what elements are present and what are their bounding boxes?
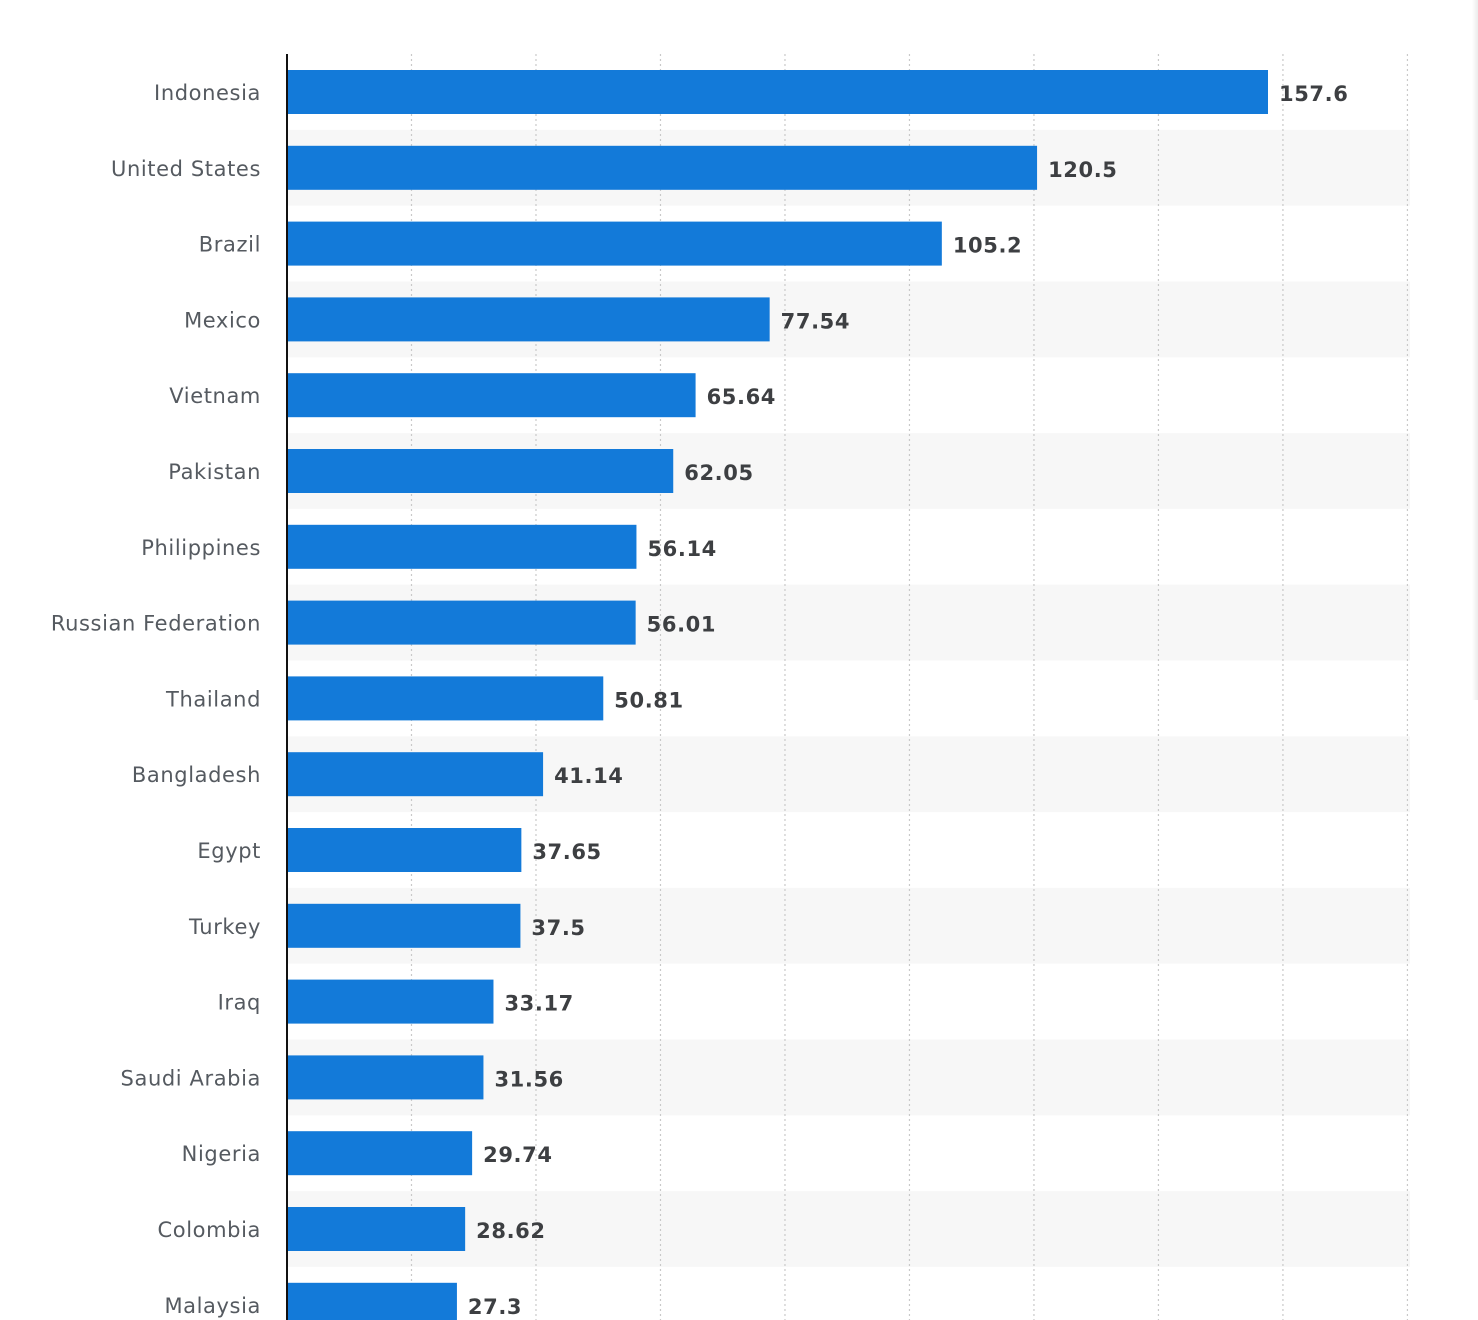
right-edge-shadow <box>1472 0 1478 700</box>
category-label: United States <box>111 157 261 181</box>
category-label: Colombia <box>158 1218 261 1242</box>
category-label: Saudi Arabia <box>121 1066 261 1090</box>
value-label: 56.01 <box>647 613 716 637</box>
value-label: 37.65 <box>532 840 601 864</box>
bar <box>287 676 604 721</box>
row-band <box>287 1191 1410 1267</box>
bar <box>287 145 1038 190</box>
bar <box>287 1207 466 1251</box>
bar <box>287 524 637 569</box>
bar <box>287 1282 457 1320</box>
category-label: Russian Federation <box>51 612 261 636</box>
category-label: Iraq <box>218 991 261 1015</box>
bar <box>287 1131 473 1176</box>
bar <box>287 297 770 342</box>
bar <box>287 600 636 645</box>
bar <box>287 752 544 797</box>
value-label: 31.56 <box>494 1067 563 1091</box>
category-label: Thailand <box>165 687 261 711</box>
category-label: Vietnam <box>169 384 261 408</box>
value-label: 157.6 <box>1279 82 1348 106</box>
category-label: Indonesia <box>154 81 261 105</box>
bar <box>287 828 522 872</box>
value-label: 28.62 <box>476 1219 545 1243</box>
bar <box>287 903 521 948</box>
bar <box>287 221 942 266</box>
category-label: Philippines <box>141 536 261 560</box>
bar <box>287 373 696 418</box>
value-label: 41.14 <box>554 764 623 788</box>
value-label: 105.2 <box>953 234 1022 258</box>
value-label: 50.81 <box>614 688 683 712</box>
category-label: Malaysia <box>164 1294 261 1318</box>
category-label: Bangladesh <box>132 763 261 787</box>
bar <box>287 1055 484 1100</box>
category-label: Pakistan <box>168 460 261 484</box>
value-label: 33.17 <box>504 992 573 1016</box>
category-label: Brazil <box>199 233 261 257</box>
value-label: 29.74 <box>483 1143 552 1167</box>
value-label: 37.5 <box>531 916 585 940</box>
value-label: 120.5 <box>1048 158 1117 182</box>
category-label: Nigeria <box>182 1142 261 1166</box>
value-label: 27.3 <box>468 1295 522 1319</box>
bar <box>287 979 494 1024</box>
bar <box>287 70 1268 114</box>
category-label: Turkey <box>188 915 261 939</box>
category-label: Egypt <box>197 839 261 863</box>
bar <box>287 449 674 493</box>
value-label: 56.14 <box>647 537 716 561</box>
value-label: 62.05 <box>684 461 753 485</box>
value-label: 77.54 <box>781 309 850 333</box>
value-label: 65.64 <box>707 385 776 409</box>
category-label: Mexico <box>184 308 261 332</box>
